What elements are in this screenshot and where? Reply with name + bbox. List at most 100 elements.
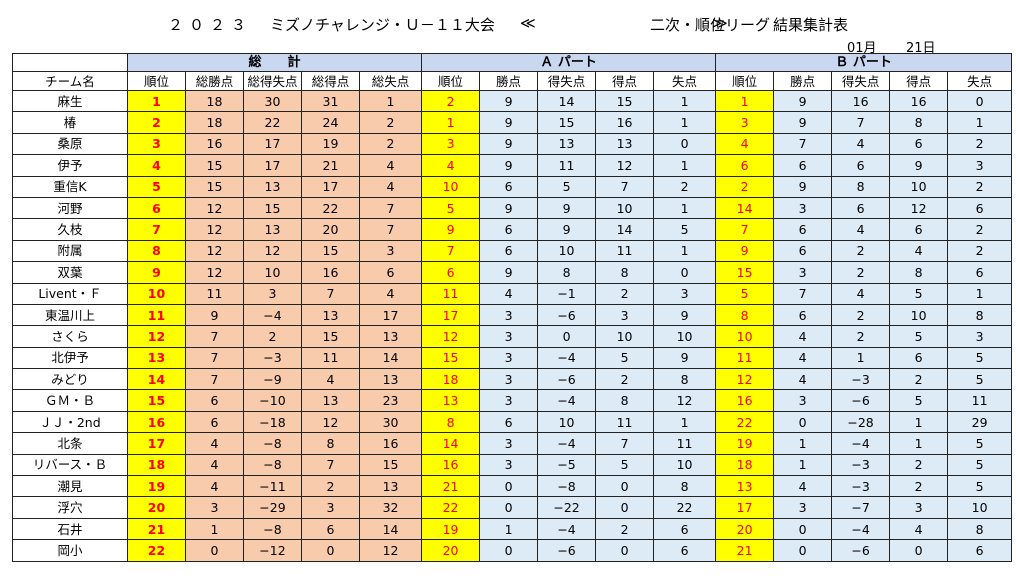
b-value-cell: 4 xyxy=(889,239,949,263)
total-value-cell: 21 xyxy=(301,154,360,177)
b-value-cell: 9 xyxy=(773,175,833,198)
total-rank-cell: 2 xyxy=(127,111,186,134)
total-rank-cell: 5 xyxy=(127,175,186,198)
b-value-cell: 4 xyxy=(773,475,833,498)
b-value-cell: 0 xyxy=(773,410,833,434)
b-value-cell: 2 xyxy=(947,239,1013,263)
column-header-a-1: 勝点 xyxy=(479,71,539,91)
total-value-cell: 12 xyxy=(301,410,360,434)
b-value-cell: 6 xyxy=(947,196,1013,220)
a-value-cell: 3 xyxy=(595,303,655,327)
b-value-cell: 1 xyxy=(947,282,1013,305)
a-value-cell: 0 xyxy=(595,496,655,519)
b-value-cell: −7 xyxy=(831,496,891,519)
total-value-cell: 11 xyxy=(185,282,244,305)
a-value-cell: 3 xyxy=(479,453,539,477)
total-value-cell: 12 xyxy=(185,196,244,220)
table-row: 双葉 9 12 10 16 6 6 9 8 8 0 15 3 2 8 6 xyxy=(12,261,1013,284)
a-value-cell: −4 xyxy=(537,389,597,412)
total-value-cell: 4 xyxy=(301,368,360,391)
b-rank-cell: 13 xyxy=(715,475,775,498)
b-value-cell: 11 xyxy=(947,389,1013,412)
a-value-cell: 6 xyxy=(653,539,717,562)
total-value-cell: 17 xyxy=(358,303,423,327)
team-name-cell: リバース・Ｂ xyxy=(12,453,128,477)
a-value-cell: 9 xyxy=(479,261,539,284)
a-value-cell: 7 xyxy=(595,175,655,198)
total-value-cell: 1 xyxy=(185,517,244,541)
a-value-cell: 3 xyxy=(479,346,539,370)
column-header-total-1: 総勝点 xyxy=(185,71,244,91)
a-value-cell: 10 xyxy=(595,325,655,348)
b-value-cell: 3 xyxy=(773,196,833,220)
total-value-cell: 0 xyxy=(185,539,244,562)
total-value-cell: 15 xyxy=(243,196,302,220)
group-header-row: 総 計 Ａ パート Ｂ パート xyxy=(12,53,1013,72)
b-value-cell: 0 xyxy=(889,539,949,562)
b-rank-cell: 4 xyxy=(715,132,775,156)
a-rank-cell: 9 xyxy=(421,218,481,241)
team-name-cell: 岡小 xyxy=(12,539,128,562)
total-rank-cell: 20 xyxy=(127,496,186,519)
a-value-cell: −5 xyxy=(537,453,597,477)
b-value-cell: 10 xyxy=(889,175,949,198)
total-value-cell: 7 xyxy=(301,282,360,305)
a-value-cell: 5 xyxy=(595,346,655,370)
table-row: 北条 17 4 −8 8 16 14 3 −4 7 11 19 1 −4 1 5 xyxy=(12,432,1013,455)
b-value-cell: 3 xyxy=(889,496,949,519)
a-value-cell: 0 xyxy=(479,496,539,519)
title-year: ２０２３ xyxy=(168,16,253,34)
a-rank-cell: 8 xyxy=(421,410,481,434)
team-name-cell: 北伊予 xyxy=(12,346,128,370)
total-value-cell: 3 xyxy=(185,496,244,519)
table-row: 椿 2 18 22 24 2 1 9 15 16 1 3 9 7 8 1 xyxy=(12,111,1013,134)
total-value-cell: 19 xyxy=(301,132,360,156)
a-value-cell: 14 xyxy=(537,89,597,113)
b-rank-cell: 22 xyxy=(715,410,775,434)
b-rank-cell: 18 xyxy=(715,453,775,477)
total-value-cell: 7 xyxy=(358,218,423,241)
b-value-cell: 16 xyxy=(831,89,891,113)
a-value-cell: 9 xyxy=(479,196,539,220)
b-value-cell: 7 xyxy=(773,282,833,305)
total-value-cell: 20 xyxy=(301,218,360,241)
b-value-cell: 8 xyxy=(947,517,1013,541)
b-rank-cell: 9 xyxy=(715,239,775,263)
total-value-cell: 18 xyxy=(185,89,244,113)
a-value-cell: 0 xyxy=(653,261,717,284)
a-value-cell: 3 xyxy=(479,303,539,327)
a-value-cell: 22 xyxy=(653,496,717,519)
table-row: 東温川上 11 9 −4 13 17 17 3 −6 3 9 8 6 2 10 8 xyxy=(12,303,1013,327)
b-value-cell: −3 xyxy=(831,453,891,477)
total-value-cell: 15 xyxy=(185,175,244,198)
a-value-cell: 3 xyxy=(479,389,539,412)
total-value-cell: 16 xyxy=(301,261,360,284)
b-value-cell: 8 xyxy=(889,261,949,284)
team-name-cell: 北条 xyxy=(12,432,128,455)
team-name-cell: 浮穴 xyxy=(12,496,128,519)
b-value-cell: 8 xyxy=(947,303,1013,327)
a-value-cell: −1 xyxy=(537,282,597,305)
b-value-cell: 6 xyxy=(773,303,833,327)
a-rank-cell: 21 xyxy=(421,475,481,498)
column-header-total-0: 順位 xyxy=(127,71,186,91)
date-day: 21日 xyxy=(906,41,936,56)
a-value-cell: 0 xyxy=(479,475,539,498)
a-value-cell: 2 xyxy=(595,282,655,305)
b-value-cell: −4 xyxy=(831,517,891,541)
table-row: 潮見 19 4 −11 2 13 21 0 −8 0 8 13 4 −3 2 5 xyxy=(12,475,1013,498)
total-rank-cell: 3 xyxy=(127,132,186,156)
total-value-cell: 2 xyxy=(301,475,360,498)
total-rank-cell: 18 xyxy=(127,453,186,477)
a-value-cell: 11 xyxy=(653,432,717,455)
a-rank-cell: 20 xyxy=(421,539,481,562)
total-rank-cell: 4 xyxy=(127,154,186,177)
a-value-cell: 5 xyxy=(537,175,597,198)
total-value-cell: 30 xyxy=(243,89,302,113)
b-value-cell: 1 xyxy=(889,432,949,455)
a-value-cell: 0 xyxy=(479,539,539,562)
a-value-cell: 4 xyxy=(479,282,539,305)
a-value-cell: 0 xyxy=(537,325,597,348)
b-value-cell: 5 xyxy=(947,346,1013,370)
team-name-cell: 伊予 xyxy=(12,154,128,177)
